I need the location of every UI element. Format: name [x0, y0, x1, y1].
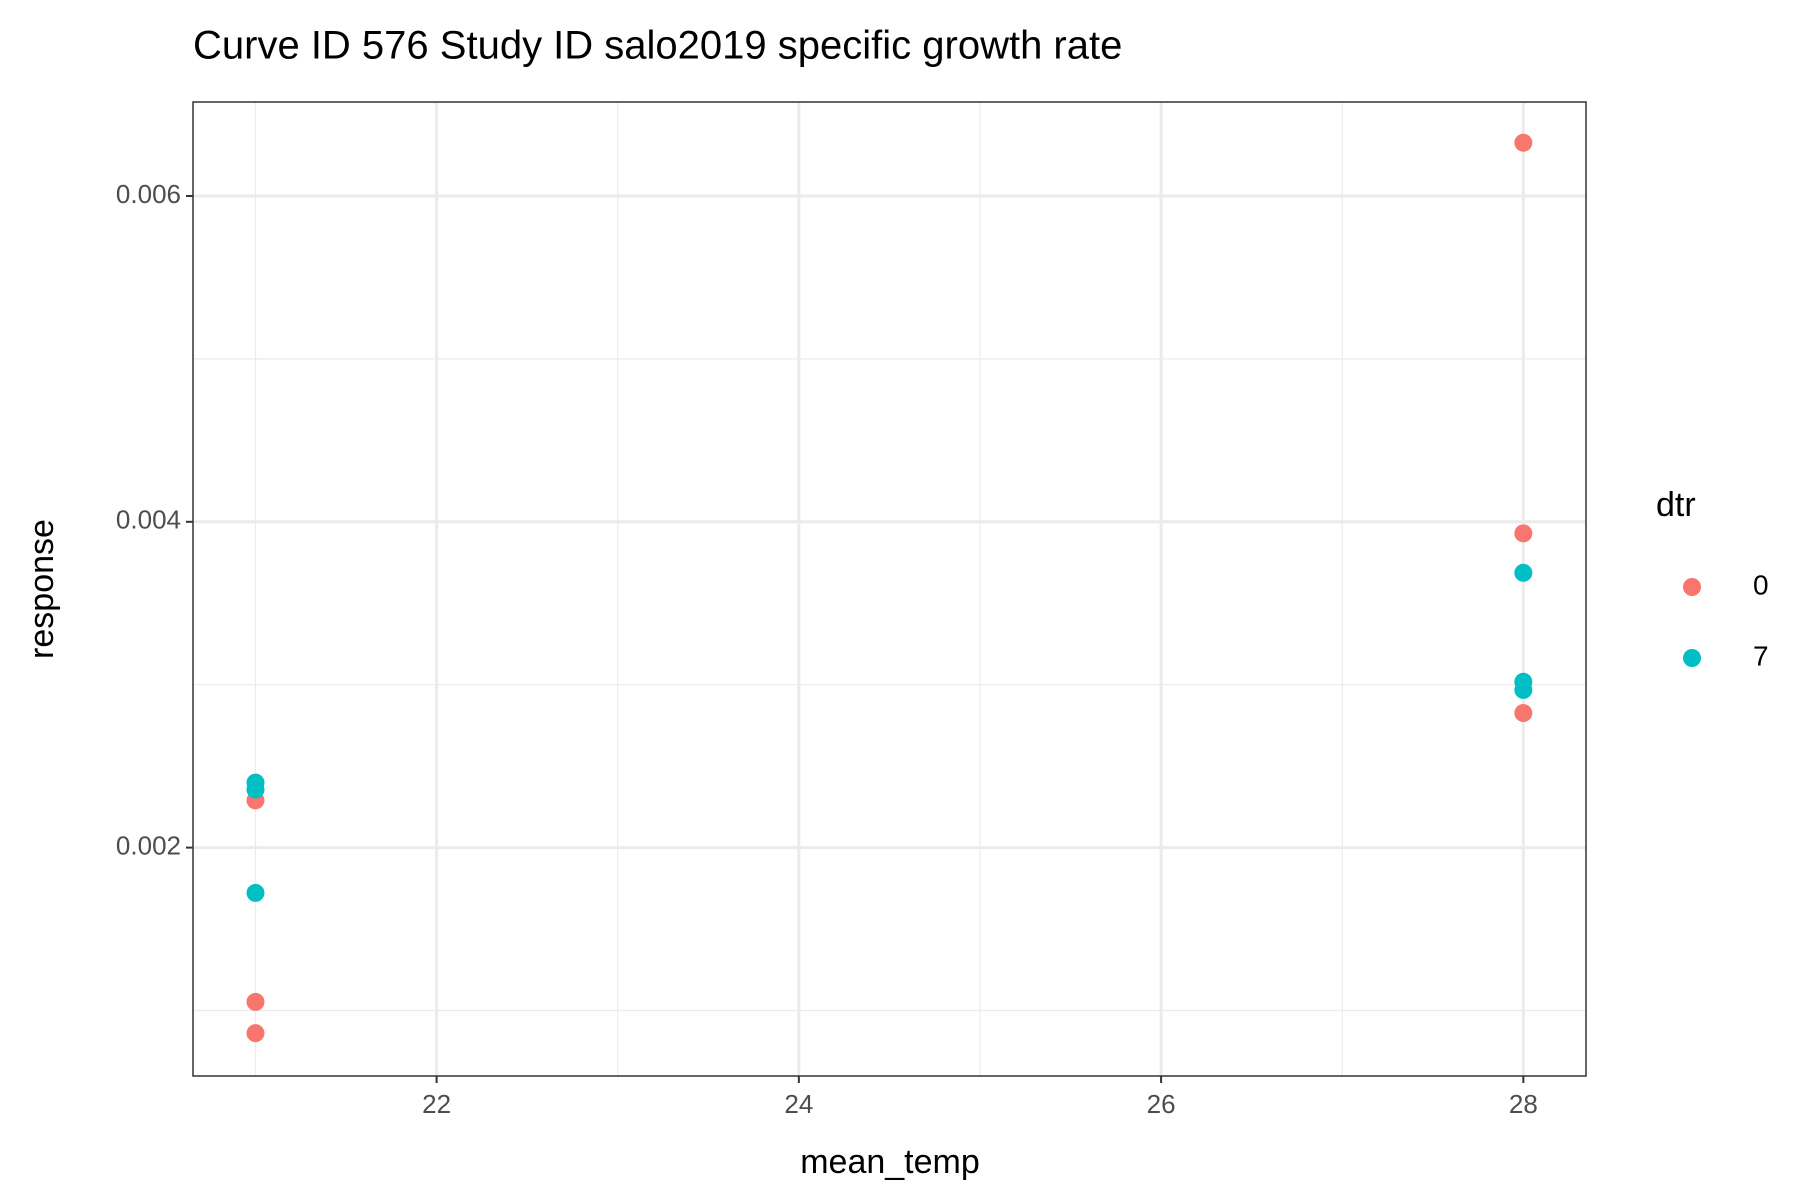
point: [246, 780, 265, 799]
x-tick-label: 24: [784, 1089, 813, 1119]
legend-label: 0: [1753, 569, 1769, 600]
point: [246, 1024, 265, 1043]
legend-title: dtr: [1656, 486, 1696, 524]
x-tick-label: 28: [1509, 1089, 1538, 1119]
y-tick-label: 0.004: [116, 505, 181, 535]
point: [1514, 563, 1533, 582]
point: [1514, 680, 1533, 699]
x-axis-title: mean_temp: [800, 1143, 980, 1181]
chart-title: Curve ID 576 Study ID salo2019 specific …: [193, 24, 1122, 68]
legend-key: [1683, 649, 1701, 667]
point: [1514, 704, 1533, 723]
y-tick-label: 0.006: [116, 179, 181, 209]
point: [246, 883, 265, 902]
legend-key: [1683, 578, 1701, 596]
y-tick-label: 0.002: [116, 830, 181, 860]
point: [1514, 524, 1533, 543]
point: [1514, 133, 1533, 152]
x-tick-label: 22: [422, 1089, 451, 1119]
x-tick-label: 26: [1147, 1089, 1176, 1119]
plot-border: [192, 101, 1587, 1077]
y-axis-title: response: [23, 519, 61, 659]
point: [246, 992, 265, 1011]
legend-label: 7: [1753, 640, 1769, 671]
